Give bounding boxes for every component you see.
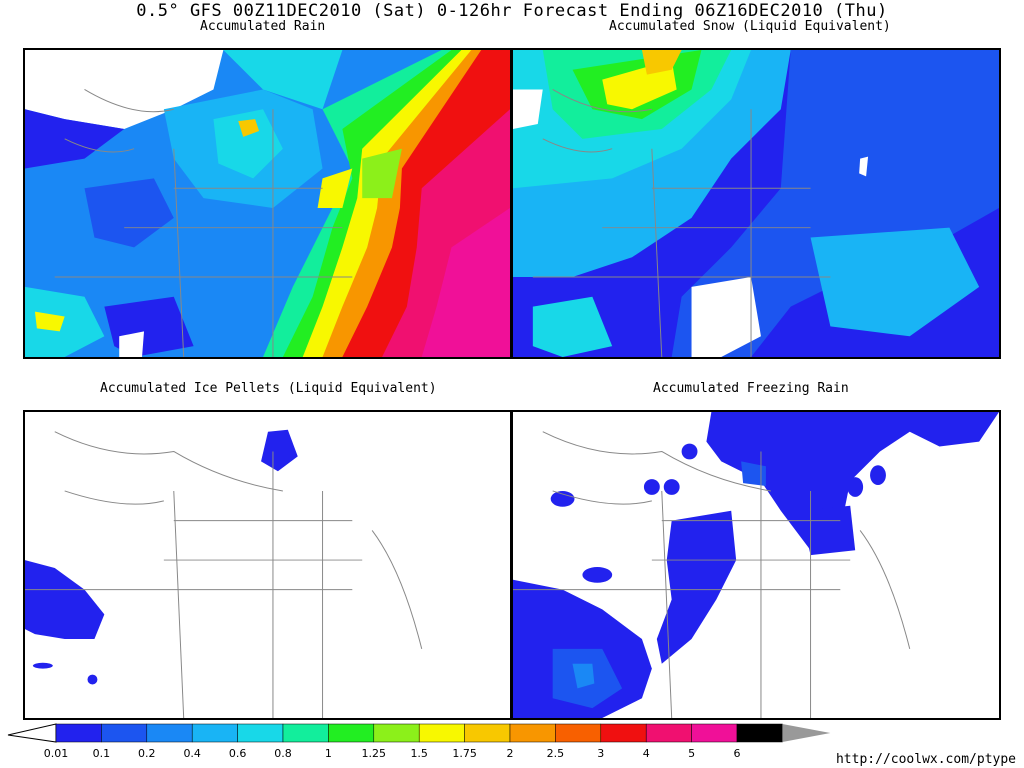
- snow-map-panel: [511, 48, 1001, 359]
- snow-map: [513, 50, 999, 357]
- legend-label: 0.01: [44, 747, 69, 760]
- legend-label: 0.1: [93, 747, 111, 760]
- legend-label: 0.4: [183, 747, 201, 760]
- ice-pellets-map-panel: [23, 410, 512, 720]
- legend-label: 4: [643, 747, 650, 760]
- ice-pellets-panel-title: Accumulated Ice Pellets (Liquid Equivale…: [100, 381, 437, 396]
- legend-label: 2: [507, 747, 514, 760]
- legend-left-arrow: [7, 723, 57, 743]
- page-title: 0.5° GFS 00Z11DEC2010 (Sat) 0-126hr Fore…: [136, 1, 888, 21]
- legend-right-arrow: [782, 724, 831, 742]
- legend-label: 1.25: [362, 747, 387, 760]
- rain-panel-title: Accumulated Rain: [200, 19, 326, 34]
- legend-swatch: [282, 723, 329, 743]
- legend-label: 0.2: [138, 747, 156, 760]
- legend-label: 1: [325, 747, 332, 760]
- color-scale-bar: 0.01 0.1 0.2 0.4 0.6 0.8 1 1.25 1.5 1.75 2 2.5 3 4 5 6: [7, 723, 831, 760]
- legend-swatch: [146, 723, 193, 743]
- legend-label: 2.5: [547, 747, 565, 760]
- legend-label: 5: [688, 747, 695, 760]
- legend-label: 1.75: [452, 747, 477, 760]
- legend-label: 6: [734, 747, 741, 760]
- legend-swatch: [691, 723, 738, 743]
- legend-swatch: [55, 723, 102, 743]
- freezing-rain-panel-title: Accumulated Freezing Rain: [653, 381, 849, 396]
- source-url[interactable]: http://coolwx.com/ptype: [835, 752, 1016, 767]
- legend-swatch: [328, 723, 375, 743]
- legend-swatch: [736, 723, 783, 743]
- freezing-rain-map: [513, 412, 999, 718]
- rain-map-panel: [23, 48, 512, 359]
- legend-swatch: [464, 723, 511, 743]
- ice-pellets-map: [25, 412, 510, 718]
- legend-swatch: [237, 723, 284, 743]
- legend-swatch: [418, 723, 465, 743]
- freezing-rain-map-panel: [511, 410, 1001, 720]
- legend-swatch: [555, 723, 602, 743]
- rain-map: [25, 50, 510, 357]
- legend-swatch: [373, 723, 420, 743]
- legend-label: 3: [597, 747, 604, 760]
- legend-swatch: [509, 723, 556, 743]
- legend-swatch: [645, 723, 692, 743]
- legend-swatch: [191, 723, 238, 743]
- legend-label: 0.8: [274, 747, 292, 760]
- snow-panel-title: Accumulated Snow (Liquid Equivalent): [609, 19, 891, 34]
- legend-swatch: [101, 723, 148, 743]
- color-scale-legend: 0.01 0.1 0.2 0.4 0.6 0.8 1 1.25 1.5 1.75 2 2.5 3 4 5 6: [0, 720, 1024, 768]
- legend-swatch: [600, 723, 647, 743]
- legend-label: 0.6: [229, 747, 247, 760]
- legend-label: 1.5: [410, 747, 428, 760]
